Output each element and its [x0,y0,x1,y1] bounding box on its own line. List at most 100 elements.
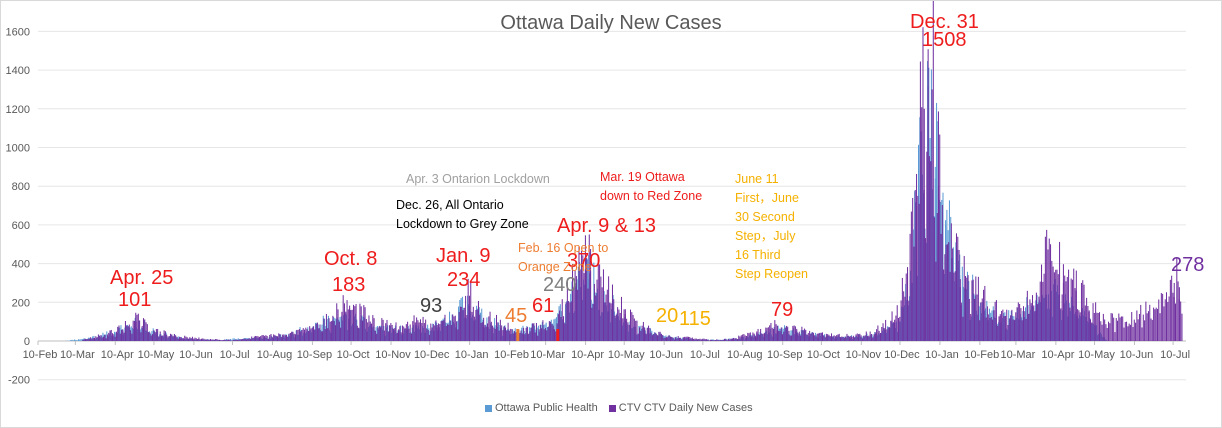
bar [304,329,306,341]
bar-peak [916,205,918,341]
bar [273,336,275,341]
bar [694,338,696,341]
bar [546,330,548,341]
bar-peak [331,320,333,341]
bar [488,316,490,341]
bar [405,328,407,341]
bar [849,337,851,341]
bar [384,335,386,341]
bar [1077,309,1079,341]
bar [273,334,275,341]
bar [386,319,388,341]
bar [1017,308,1019,341]
bar [324,318,326,341]
bar [978,306,980,341]
bar [449,311,451,341]
bar [262,338,264,341]
bar [493,327,495,341]
bar-peak [1062,282,1064,341]
bar [914,190,916,341]
bar [967,275,969,341]
bar [177,337,179,341]
bar [628,324,630,341]
bar [1042,281,1044,341]
bar [260,338,262,341]
bar [282,335,284,341]
x-tick-label: 10-Feb [23,349,58,361]
bar [242,338,244,341]
bar [916,275,918,341]
bar [858,334,860,341]
bar [609,302,611,341]
bar [610,303,612,341]
bar [612,295,614,341]
bar [745,338,747,341]
bar [971,280,973,341]
bar [721,339,723,341]
bar [438,323,440,341]
bar [423,323,425,341]
bar [287,334,289,341]
bar [266,335,268,341]
bar [430,329,432,341]
bar [883,327,885,341]
bar [362,316,364,341]
bar [1109,323,1111,341]
bar [1001,310,1003,341]
bar [1037,304,1039,341]
bar [1097,313,1099,341]
bar [1039,299,1041,341]
bar [306,329,308,341]
bar [912,229,914,341]
bar [285,334,287,341]
bar [525,332,527,341]
bar [784,325,786,341]
bar [1101,324,1103,341]
bar [459,306,461,341]
bar [1024,307,1026,341]
bar [985,308,987,341]
annotation-278: 278 [1171,254,1205,276]
bar [507,322,509,341]
bar [634,326,636,341]
bar [843,337,845,341]
bar [941,199,943,341]
bar [682,337,684,341]
bar [410,333,412,341]
bar [984,285,986,341]
bar [744,339,746,341]
bar [1053,284,1055,341]
bar [209,339,211,341]
bar [425,319,427,341]
bar [537,335,539,341]
bar [1100,321,1102,341]
bar [359,303,361,341]
bar [906,300,908,341]
bar [1180,301,1182,341]
bar [1181,313,1183,341]
bar [428,328,430,341]
bar [329,321,331,341]
bar [836,336,838,341]
bar [671,337,673,341]
bar [197,338,199,341]
bar [261,335,263,341]
bar [1021,320,1023,341]
bar [820,335,822,341]
bar [963,255,965,341]
bar [774,320,776,341]
bar [952,247,954,341]
bar [336,303,338,341]
bar-peak [927,49,929,341]
bar-peak [482,319,484,341]
bar [941,205,943,341]
annotation-20: 20 [656,305,679,327]
bar [333,317,335,341]
bar [858,334,860,341]
bar [99,335,101,341]
bar [581,250,583,341]
bar [672,337,674,341]
bar-peak [874,332,876,341]
bar [741,336,743,341]
bar [311,327,313,341]
